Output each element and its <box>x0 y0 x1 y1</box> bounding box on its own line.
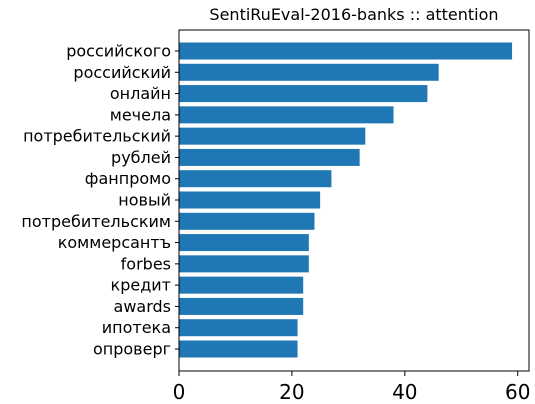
y-tick-label: awards <box>114 297 171 316</box>
y-tick-label: российского <box>66 42 171 61</box>
bar-9 <box>179 212 315 230</box>
y-tick-label: новый <box>118 191 171 210</box>
x-tick-label: 20 <box>279 380 304 404</box>
chart-title: SentiRuEval-2016-banks :: attention <box>209 5 498 24</box>
x-tick-label: 60 <box>505 380 530 404</box>
plot-frame <box>178 29 530 372</box>
y-tick-label: российский <box>73 63 171 82</box>
y-tick-label: ипотека <box>102 318 171 337</box>
bar-12 <box>179 276 304 294</box>
bar-7 <box>179 170 332 188</box>
y-tick-label: рублей <box>111 148 171 167</box>
y-tick-label: мечела <box>110 105 171 124</box>
y-tick-label: потребительский <box>23 127 171 146</box>
bar-1 <box>179 42 513 60</box>
bar-11 <box>179 255 309 273</box>
bar-10 <box>179 234 309 252</box>
x-tick-label: 0 <box>173 380 186 404</box>
bar-14 <box>179 319 298 337</box>
y-tick-label: потребительским <box>21 212 171 231</box>
bar-6 <box>179 148 360 166</box>
y-tick-label: фанпромо <box>85 169 171 188</box>
bar-13 <box>179 297 304 315</box>
x-tick-label: 40 <box>392 380 417 404</box>
bar-8 <box>179 191 321 209</box>
y-tick-label: кредит <box>111 276 171 295</box>
bars-group <box>179 42 513 358</box>
x-axis-ticks: 0 20 40 60 <box>173 371 530 404</box>
bar-5 <box>179 127 366 145</box>
y-tick-label: онлайн <box>110 84 171 103</box>
bar-3 <box>179 85 428 103</box>
bar-2 <box>179 63 439 81</box>
y-tick-label: опроверг <box>93 340 171 359</box>
y-tick-label: forbes <box>121 254 171 273</box>
y-axis-ticks: российского российский онлайн мечела потреби… <box>21 42 179 359</box>
bar-4 <box>179 106 394 124</box>
bar-15 <box>179 340 298 358</box>
y-tick-label: коммерсантъ <box>58 233 171 252</box>
